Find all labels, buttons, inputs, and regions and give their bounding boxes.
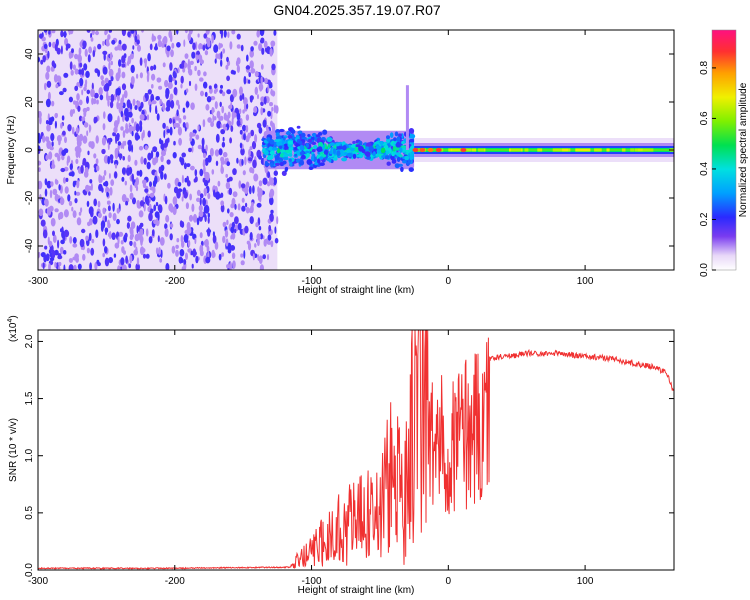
snr-xtick-label: -100 <box>302 576 322 587</box>
colorbar-tick-label: 0.8 <box>699 61 710 75</box>
colorbar-tick-label: 0.0 <box>699 263 710 277</box>
spectrogram-region-turbulent <box>261 85 417 176</box>
spectrogram-ytick-label: -40 <box>24 238 35 253</box>
figure-title: GN04.2025.357.19.07.R07 <box>273 2 441 18</box>
snr-xtick-label: -300 <box>28 576 48 587</box>
spectrogram-ytick-label: -20 <box>24 190 35 205</box>
spectrogram-image <box>38 30 674 270</box>
snr-ytick-label: 0.5 <box>24 505 35 519</box>
colorbar-tick-label: 0.4 <box>699 162 710 176</box>
colorbar-axes: 0.0 0.2 0.4 0.6 0.8 <box>699 29 737 277</box>
colorbar-tick-label: 0.6 <box>699 111 710 125</box>
snr-ylabel: SNR (10 * v/v) <box>8 418 19 482</box>
spectrogram-xtick-label: -200 <box>165 276 185 287</box>
spectrogram-ylabel: Frequency (Hz) <box>6 116 17 185</box>
snr-xtick-label: 0 <box>446 576 452 587</box>
spectrogram-ytick-label: 0 <box>24 147 35 153</box>
snr-ytick-label: 1.0 <box>24 448 35 462</box>
snr-series-line <box>38 330 674 570</box>
snr-xtick-label: -200 <box>165 576 185 587</box>
snr-frame <box>37 329 675 571</box>
snr-ytick-label: 0.0 <box>24 563 35 577</box>
spectrogram-xtick-label: -300 <box>28 276 48 287</box>
colorbar: 0.0 0.2 0.4 0.6 0.8 Normalized spectral ampl… <box>699 29 749 277</box>
spectrogram-xlabel: Height of straight line (km) <box>298 285 415 296</box>
snr-axes: -300 -200 -100 0 100 0.0 0.5 1.0 1.5 2.0 <box>24 330 674 587</box>
spectrogram-xtick-label: -100 <box>302 276 322 287</box>
colorbar-tick-label: 0.2 <box>699 212 710 226</box>
snr-xtick-label: 100 <box>577 576 594 587</box>
snr-xlabel: Height of straight line (km) <box>298 585 415 596</box>
spectrogram-xtick-label: 100 <box>577 276 594 287</box>
spectrogram-region-noise <box>38 30 279 270</box>
spectrogram-ytick-label: 20 <box>24 96 35 108</box>
colorbar-gradient <box>712 30 736 270</box>
snr-multiplier: (x104) <box>7 315 19 342</box>
snr-ytick-label: 1.5 <box>24 391 35 405</box>
spectrogram-xtick-label: 0 <box>446 276 452 287</box>
snr-panel: -300 -200 -100 0 100 0.0 0.5 1.0 1.5 2.0 Height o… <box>7 315 675 596</box>
spectrogram-ytick-label: 40 <box>24 48 35 60</box>
spectrogram-region-tone <box>412 138 674 162</box>
snr-ytick-label: 2.0 <box>24 334 35 348</box>
colorbar-label: Normalized spectral amplitude <box>738 82 749 217</box>
